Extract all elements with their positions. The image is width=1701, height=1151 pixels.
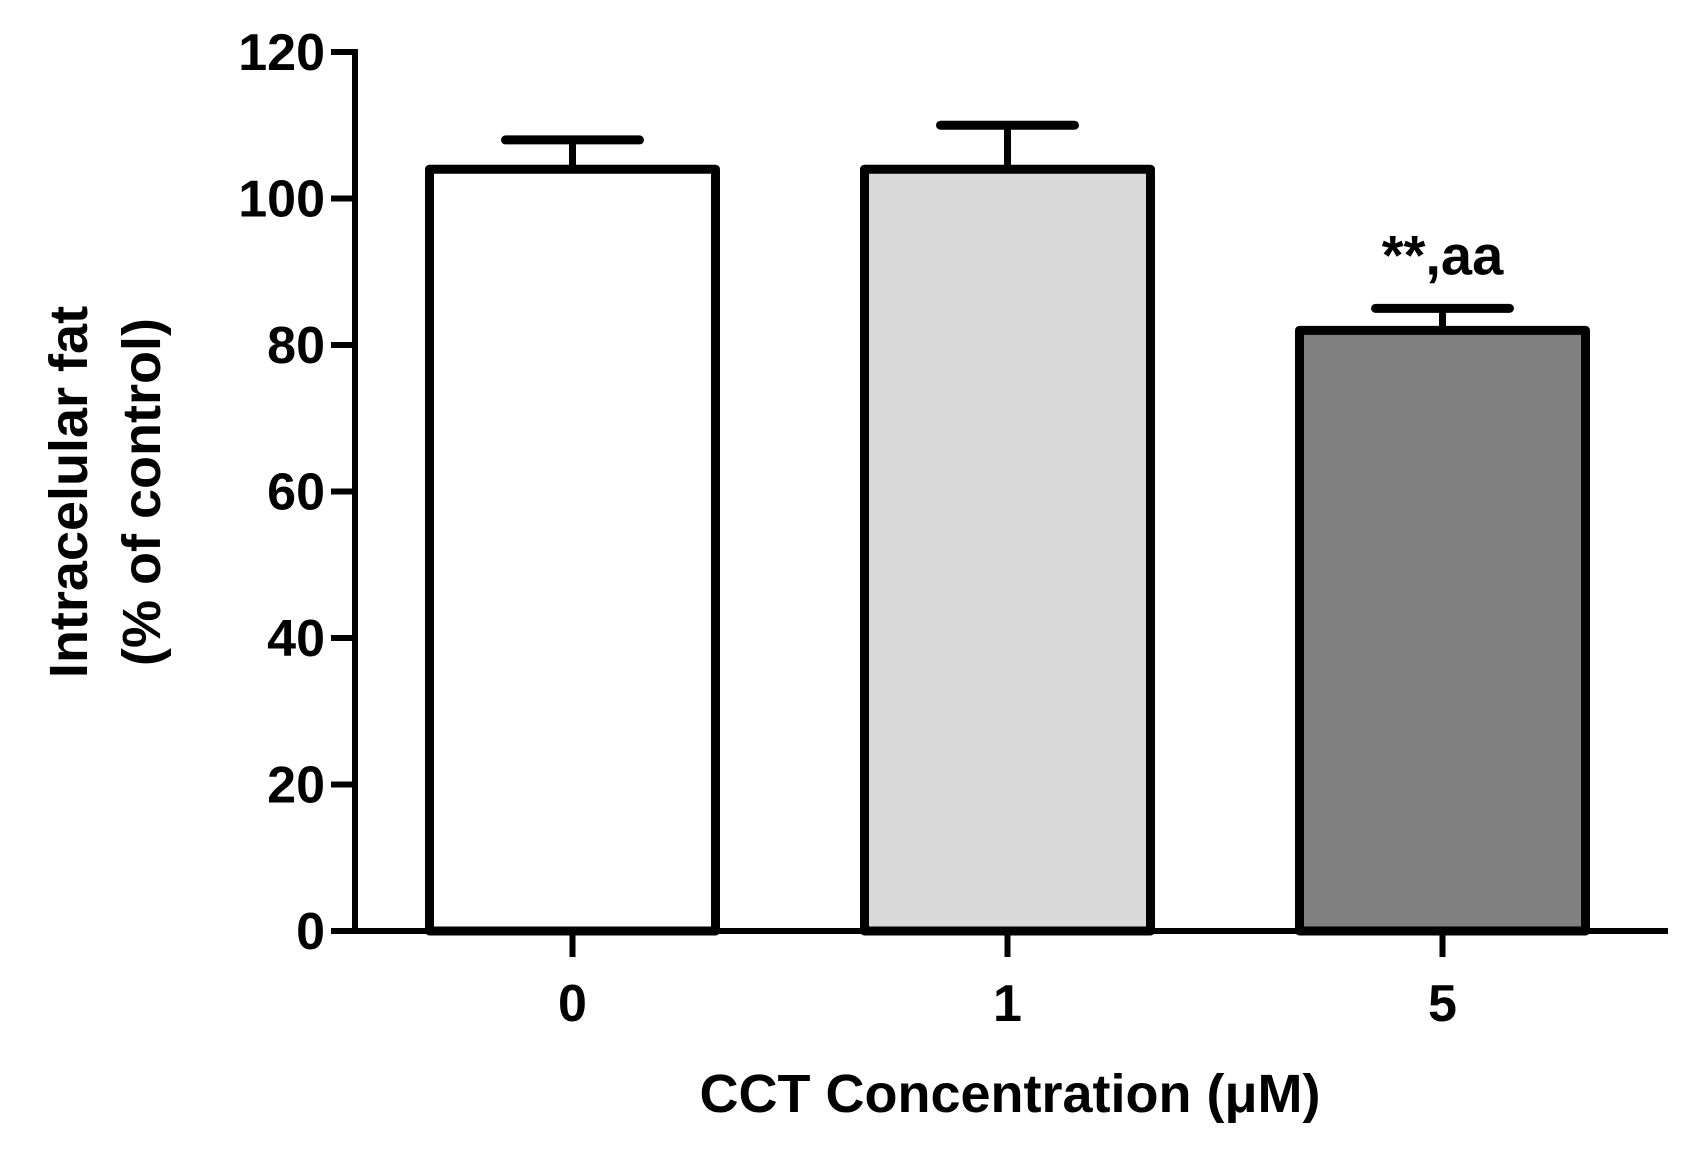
x-tick-label: 1 (993, 975, 1022, 1033)
y-tick-label: 100 (238, 171, 325, 229)
bar-1 (860, 164, 1155, 936)
y-tick-label: 0 (296, 903, 325, 961)
x-ticks: 0 1 5 (558, 931, 1457, 1033)
y-axis-title-line-1: Intracelular fat (39, 306, 99, 678)
y-axis-title-line-2: (% of control) (112, 318, 172, 666)
y-ticks: 0 20 40 60 80 100 120 (238, 24, 355, 961)
x-tick-label: 0 (558, 975, 587, 1033)
annotations: **,aa (1382, 223, 1504, 286)
y-tick-label: 60 (267, 464, 325, 522)
bar-0 (425, 164, 720, 936)
y-tick-label: 120 (238, 24, 325, 82)
significance-annotation: **,aa (1382, 223, 1504, 286)
y-tick-label: 20 (267, 757, 325, 815)
x-axis-title: CCT Concentration (μM) (700, 1064, 1321, 1124)
y-tick-label: 40 (267, 610, 325, 668)
bar-5 (1295, 325, 1590, 936)
y-tick-label: 80 (267, 317, 325, 375)
x-tick-label: 5 (1428, 975, 1457, 1033)
bars (425, 120, 1590, 936)
